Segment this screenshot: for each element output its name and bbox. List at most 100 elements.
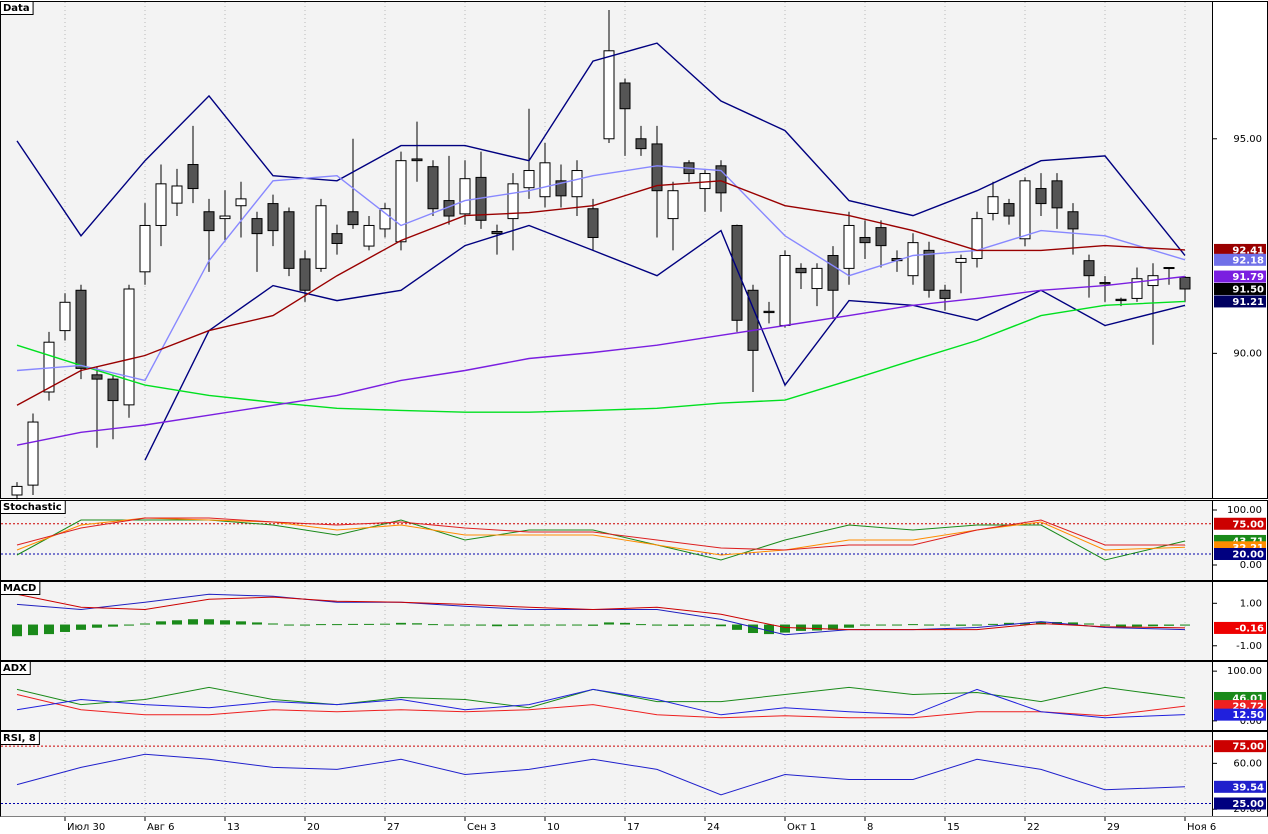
value-marker [1214, 253, 1266, 266]
candle-body [299, 258, 311, 291]
histogram-bar [860, 624, 870, 626]
value-marker [1214, 621, 1266, 634]
value-marker [1214, 708, 1266, 721]
histogram-bar [28, 624, 38, 636]
histogram-bar [508, 624, 518, 626]
panel-title: Stochastic [3, 502, 62, 513]
candle-body [395, 160, 407, 243]
histogram-bar [1116, 624, 1126, 627]
histogram-bar [828, 624, 838, 630]
candle-body [219, 215, 231, 220]
histogram-bar [700, 624, 710, 626]
value-marker [1214, 797, 1266, 810]
x-tick-label: Сен 3 [467, 822, 496, 833]
indicator-line [144, 224, 1186, 461]
histogram-bar [924, 624, 934, 626]
x-tick-label: Авг 6 [147, 822, 175, 833]
candle-body [763, 310, 775, 314]
candle-body [571, 170, 583, 198]
candle-body [283, 211, 295, 269]
candle-body [523, 170, 535, 189]
histogram-bar [252, 622, 262, 625]
y-tick-label: 20.00 [1233, 804, 1262, 815]
candle-body [1067, 211, 1079, 230]
candle-body [555, 180, 567, 197]
histogram-bar [476, 624, 486, 626]
histogram-bar [124, 624, 134, 626]
candle-body [795, 267, 807, 274]
x-tick-label: 24 [707, 822, 720, 833]
histogram-bar [652, 624, 662, 626]
histogram-bar [1164, 624, 1174, 626]
indicator-line [16, 688, 1186, 719]
indicator-line [16, 517, 1185, 551]
value-marker [1214, 270, 1266, 283]
indicator-line [16, 180, 1186, 406]
histogram-bar [940, 624, 950, 626]
candle-body [1083, 260, 1095, 277]
candle-body [379, 208, 391, 230]
histogram-bar [540, 624, 550, 626]
value-marker-label: 91.79 [1232, 272, 1264, 283]
y-tick-label: 0.00 [1240, 716, 1262, 727]
candle-body [27, 421, 39, 486]
value-marker [1214, 282, 1266, 295]
candle-body [315, 205, 327, 269]
histogram-bar [332, 624, 342, 626]
histogram-bar [268, 623, 278, 625]
histogram-bar [460, 624, 470, 626]
histogram-bar [188, 619, 198, 625]
indicator-line [16, 42, 1186, 256]
panel-title: MACD [3, 583, 36, 594]
histogram-bar [572, 624, 582, 626]
histogram-bar [524, 624, 534, 626]
value-marker [1214, 517, 1266, 530]
histogram-bar [892, 624, 902, 626]
value-marker-label: 12.50 [1232, 710, 1264, 721]
histogram-bar [604, 622, 614, 625]
histogram-bar [732, 624, 742, 630]
histogram-bar [300, 624, 310, 626]
histogram-bar [668, 624, 678, 626]
value-marker-label: 46.01 [1232, 693, 1264, 704]
histogram-bar [764, 624, 774, 635]
candle-body [331, 233, 343, 244]
histogram-bar [1100, 624, 1110, 626]
candle-body [923, 249, 935, 291]
candle-body [347, 211, 359, 226]
histogram-bar [60, 624, 70, 632]
value-marker-label: 25.00 [1232, 799, 1264, 810]
x-tick-label: 8 [867, 822, 873, 833]
histogram-bar [716, 624, 726, 627]
y-tick-label: 100.00 [1227, 505, 1262, 516]
histogram-bar [748, 624, 758, 634]
candle-body [491, 230, 503, 235]
y-tick-label: 100.00 [1227, 666, 1262, 677]
histogram-bar [444, 624, 454, 626]
candle-body [411, 158, 423, 162]
panel-title: ADX [3, 663, 27, 674]
histogram-bar [220, 620, 230, 625]
candle-body [427, 166, 439, 210]
value-marker-label: 92.18 [1232, 255, 1264, 266]
histogram-bar [844, 624, 854, 628]
candle-body [267, 203, 279, 232]
candle-body [651, 143, 663, 192]
histogram-bar [12, 624, 22, 637]
candle-body [1163, 267, 1175, 270]
candle-body [171, 185, 183, 204]
candle-body [203, 211, 215, 232]
candle-body [955, 258, 967, 263]
histogram-bar [1180, 624, 1190, 626]
panel-title: RSI, 8 [3, 733, 36, 744]
histogram-bar [1068, 622, 1078, 625]
candle-body [1131, 278, 1143, 299]
x-tick-label: 20 [307, 822, 320, 833]
histogram-bar [140, 623, 150, 625]
candle-body [971, 218, 983, 260]
candle-body [875, 227, 887, 247]
value-marker-label: 91.21 [1232, 297, 1264, 308]
histogram-bar [428, 624, 438, 626]
candle-body [603, 50, 615, 140]
